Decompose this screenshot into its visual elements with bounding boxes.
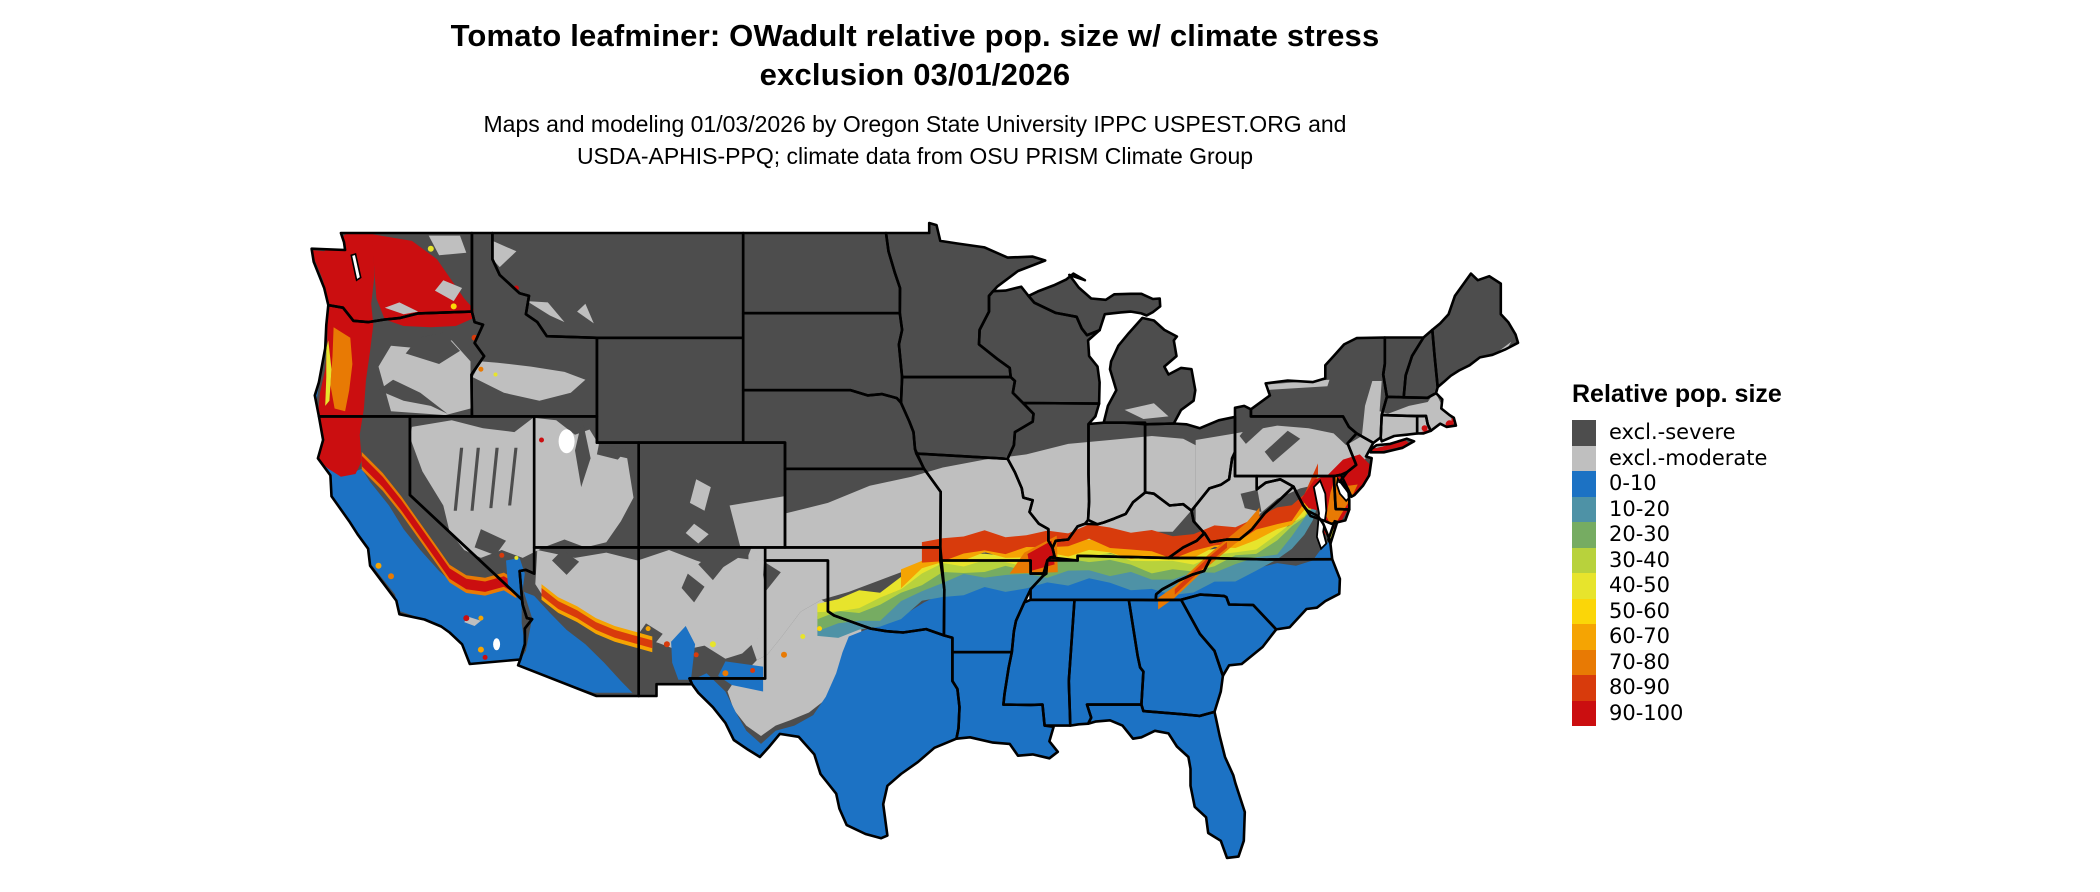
- legend-swatch: [1572, 522, 1596, 548]
- legend-label: 40-50: [1609, 573, 1671, 597]
- legend-label: 10-20: [1609, 496, 1671, 521]
- legend-label: 90-100: [1609, 700, 1684, 725]
- map-title-line2: exclusion 03/01/2026: [759, 57, 1071, 92]
- legend-swatch: [1572, 496, 1596, 522]
- legend-swatch: [1572, 445, 1596, 471]
- legend-label: 30-40: [1609, 547, 1671, 572]
- legend-row: excl.-severe: [1572, 420, 1782, 446]
- legend-row: 50-60: [1572, 598, 1782, 624]
- legend-row: 20-30: [1572, 522, 1782, 548]
- legend-swatch: [1572, 471, 1596, 497]
- legend-swatch: [1572, 649, 1596, 675]
- legend-label: 60-70: [1609, 624, 1671, 648]
- legend-label: 0-10: [1609, 471, 1657, 495]
- map-title-line1: Tomato leafminer: OWadult relative pop. …: [450, 18, 1380, 53]
- legend-row: 70-80: [1572, 649, 1782, 675]
- legend-row: 0-10: [1572, 471, 1782, 497]
- legend-swatch: [1572, 675, 1596, 701]
- map-subtitle-line2: USDA-APHIS-PPQ; climate data from OSU PR…: [576, 143, 1254, 169]
- legend-row: 80-90: [1572, 675, 1782, 701]
- legend-label: 70-80: [1609, 649, 1671, 674]
- legend-swatch: [1572, 624, 1596, 650]
- legend-swatch: [1572, 700, 1596, 726]
- legend-row: 30-40: [1572, 547, 1782, 573]
- legend-label: 50-60: [1609, 598, 1671, 623]
- subtitle-block: Maps and modeling 01/03/2026 by Oregon S…: [451, 108, 1380, 172]
- legend-swatch: [1572, 420, 1596, 446]
- legend-rows: excl.-severe excl.-moderate 0-10 10-20 20-30…: [1572, 420, 1782, 726]
- legend-row: 60-70: [1572, 624, 1782, 650]
- legend-title: Relative pop. size: [1572, 380, 1782, 408]
- map-subtitle-line1: Maps and modeling 01/03/2026 by Oregon S…: [483, 111, 1347, 137]
- legend-swatch: [1572, 598, 1596, 624]
- legend-label: excl.-severe: [1609, 420, 1736, 444]
- legend-row: 10-20: [1572, 496, 1782, 522]
- legend-row: excl.-moderate: [1572, 445, 1782, 471]
- legend-row: 90-100: [1572, 700, 1782, 726]
- legend-label: excl.-moderate: [1609, 445, 1768, 470]
- legend: Relative pop. size excl.-severe excl.-mod…: [1572, 380, 1782, 726]
- legend-swatch: [1572, 547, 1596, 573]
- legend-label: 20-30: [1609, 522, 1671, 546]
- title-block: Tomato leafminer: OWadult relative pop. …: [451, 16, 1380, 172]
- legend-label: 80-90: [1609, 675, 1671, 699]
- legend-swatch: [1572, 573, 1596, 599]
- legend-row: 40-50: [1572, 573, 1782, 599]
